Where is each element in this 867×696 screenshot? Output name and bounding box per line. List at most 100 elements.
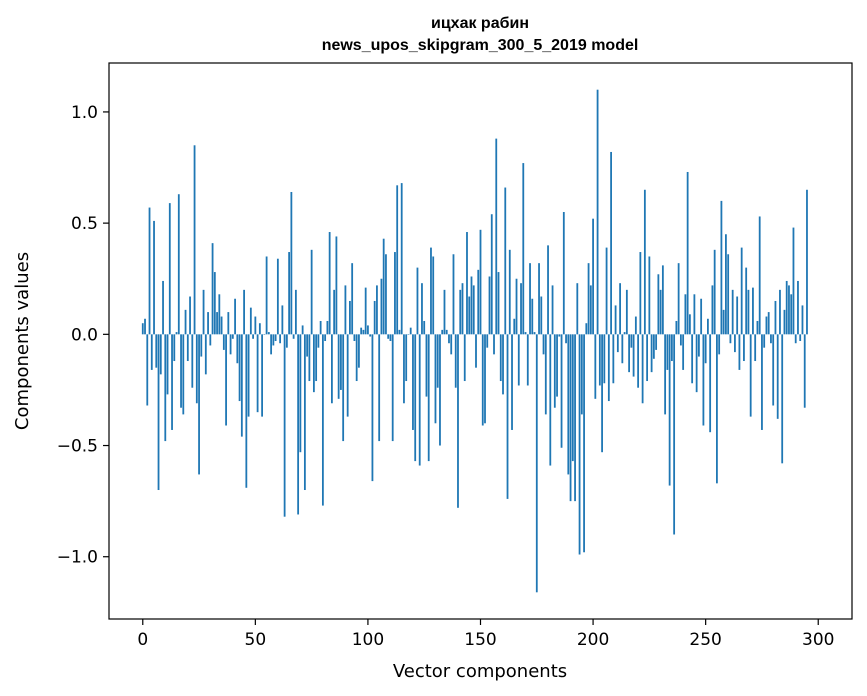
bar [511,334,513,430]
bar [670,334,673,362]
bar [157,334,160,491]
bar [317,334,320,348]
bar [432,256,435,335]
bar [567,334,570,475]
bar [162,280,164,335]
bar [738,334,741,370]
bar [594,334,597,399]
bar [776,334,779,419]
bar [355,334,358,382]
bar [783,309,786,335]
bar [378,334,381,442]
bar [294,289,297,335]
bar [648,256,651,335]
bar [144,318,146,335]
bar [799,334,802,341]
bar [254,316,257,335]
bar [682,334,685,370]
bar [598,334,601,386]
bar [679,334,682,346]
bar [168,203,171,335]
bar [382,238,385,335]
bar [481,334,484,426]
bar [486,334,489,348]
bar [312,334,315,393]
bar [688,314,691,335]
bar [358,334,360,368]
bar [297,334,300,515]
y-tick-label: −1.0 [57,548,98,568]
bar [535,334,538,593]
bar [792,227,795,335]
bar [720,200,723,335]
bar [272,334,275,346]
bar [794,334,797,344]
bar [565,334,567,344]
bar [193,145,196,335]
bar [646,334,649,382]
bar [493,334,495,355]
bar [576,283,579,335]
bar [603,334,606,384]
bar [285,334,288,348]
bar [335,236,338,335]
bar [225,334,227,426]
bar [407,334,410,335]
bar [711,285,714,335]
bar [220,316,223,335]
bar [324,334,327,341]
bar [186,334,189,362]
bar [695,334,698,393]
bar [765,316,768,335]
bar [351,263,354,335]
bar [749,334,752,417]
bar [427,334,430,462]
bar [396,185,399,335]
bar [261,334,263,417]
bar [661,265,664,335]
bar [450,334,453,355]
bar [517,334,520,386]
bar [283,334,286,517]
bar [756,320,759,335]
bar [540,296,543,335]
bar [472,285,475,335]
bar [468,296,471,335]
bar [652,334,655,359]
bar [385,254,387,335]
bar [774,300,777,335]
bar [569,334,572,502]
bar [400,183,403,335]
bar [659,289,662,335]
bar [673,334,676,535]
bar [700,298,703,335]
bar [630,334,633,348]
bar [623,332,626,335]
bar [634,316,637,335]
bar [666,334,669,370]
bar [256,334,259,413]
bar [533,332,536,335]
bar [463,334,466,382]
bar [342,334,345,442]
bar [754,334,757,362]
bar [229,334,232,355]
bar [616,334,619,353]
bar [234,298,236,335]
bar [657,274,660,335]
bar [707,318,709,335]
bar [276,258,279,335]
bar [718,334,721,355]
x-tick-label: 200 [577,630,609,650]
bar [328,232,331,335]
bar [448,334,450,344]
bar [195,334,198,404]
bar [558,334,561,337]
bar [333,289,336,335]
bar [752,287,754,335]
bar [488,276,491,335]
bar [538,263,540,335]
bar [414,334,417,462]
bar [252,334,254,339]
